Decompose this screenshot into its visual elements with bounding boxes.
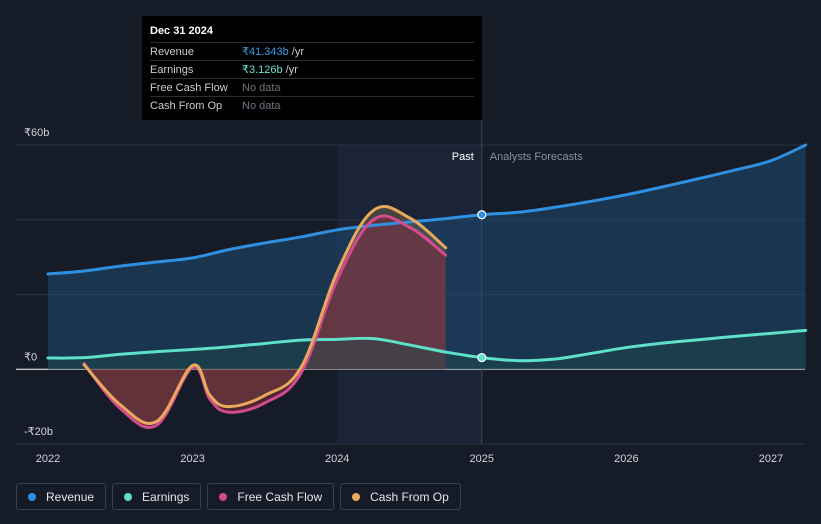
tooltip-row-value: No data	[242, 81, 281, 94]
tooltip-row-label: Revenue	[150, 45, 195, 58]
highlight-point-earnings	[477, 352, 487, 363]
tooltip: Dec 31 2024 Revenue ₹41.343b/yr Earnings ₹3…	[142, 16, 482, 120]
tooltip-row-unit: /yr	[285, 63, 298, 76]
line-free-cash-flow	[82, 214, 448, 429]
legend-item-cash-from-op[interactable]: Cash From Op	[340, 483, 461, 510]
x-tick-label: 2026	[614, 453, 638, 465]
x-tick-label: 2023	[180, 453, 204, 465]
tooltip-date: Dec 31 2024	[150, 25, 213, 37]
tooltip-row: Revenue ₹41.343b/yr	[150, 42, 474, 60]
tooltip-row-value: ₹3.126b	[242, 64, 283, 76]
tooltip-row-label: Cash From Op	[150, 99, 223, 112]
legend-dot-icon	[219, 492, 228, 501]
tooltip-row-label: Earnings	[150, 63, 194, 76]
tooltip-row-value: No data	[242, 99, 281, 112]
legend-item-revenue[interactable]: Revenue	[16, 483, 107, 510]
tooltip-row-label: Free Cash Flow	[150, 81, 228, 94]
x-tick-label: 2024	[325, 453, 349, 465]
legend-label: Earnings	[142, 489, 190, 504]
x-tick-label: 2025	[470, 453, 494, 465]
area-free-cash-flow	[84, 215, 446, 428]
legend-item-free-cash-flow[interactable]: Free Cash Flow	[207, 483, 335, 510]
legend-dot-icon	[124, 492, 133, 501]
forecast-label: Analysts Forecasts	[490, 151, 583, 163]
y-tick-label: ₹0	[24, 351, 37, 363]
past-label: Past	[452, 151, 474, 163]
legend-label: Revenue	[46, 489, 95, 504]
tooltip-row: Cash From Op No data	[150, 96, 474, 114]
y-tick-label: -₹20b	[24, 426, 53, 438]
tooltip-row: Free Cash Flow No data	[150, 78, 474, 96]
highlight-point-revenue	[477, 210, 487, 220]
x-tick-label: 2022	[36, 453, 60, 465]
legend-label: Cash From Op	[370, 489, 449, 504]
legend-dot-icon	[352, 492, 361, 501]
line-earnings	[46, 328, 808, 363]
tooltip-row: Earnings ₹3.126b/yr	[150, 60, 474, 78]
legend-item-earnings[interactable]: Earnings	[112, 483, 202, 510]
legend-dot-icon	[28, 492, 36, 501]
legend: Revenue Earnings Free Cash Flow Cash From O…	[16, 483, 461, 510]
x-tick-label: 2027	[759, 453, 783, 465]
line-revenue	[46, 143, 808, 276]
line-cash-from-op	[82, 205, 448, 425]
legend-label: Free Cash Flow	[237, 489, 323, 504]
y-tick-label: ₹60b	[24, 127, 49, 139]
tooltip-row-value: ₹41.343b	[242, 46, 289, 58]
tooltip-row-unit: /yr	[291, 45, 304, 58]
